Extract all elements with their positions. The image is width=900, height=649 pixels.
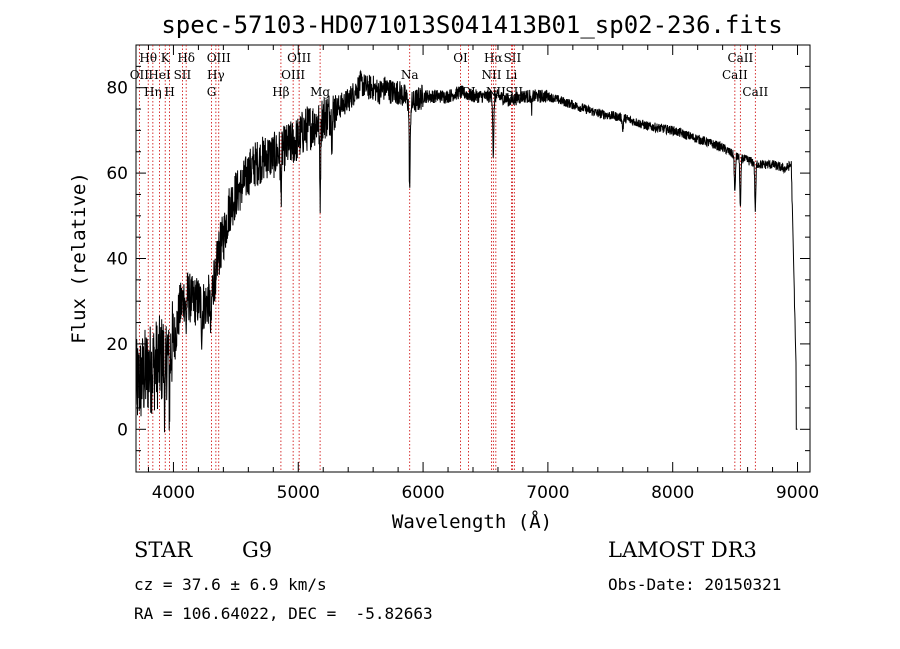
spectrum-series <box>135 69 798 433</box>
axes: 4000 5000 6000 7000 8000 9000 0 20 40 60 80 <box>106 44 819 503</box>
line-marker-label: SII <box>174 68 192 82</box>
y-tick-label: 0 <box>117 420 128 440</box>
survey-name: LAMOST DR3 <box>608 538 757 562</box>
object-class: STAR <box>134 538 193 562</box>
line-marker-label: HeI <box>148 68 171 82</box>
line-marker-label: OII <box>130 68 150 82</box>
line-marker-label: SII <box>504 51 522 65</box>
x-tick-label: 7000 <box>526 483 569 503</box>
line-marker-label: Hα <box>484 51 503 65</box>
redshift-velocity: cz = 37.6 ± 6.9 km/s <box>134 575 327 594</box>
line-marker-label: Hδ <box>177 51 195 65</box>
x-tick-label: 5000 <box>277 483 320 503</box>
line-marker-label: G <box>207 85 217 99</box>
line-marker-label: Mg <box>310 85 330 99</box>
line-marker-label: Hθ <box>139 51 157 65</box>
line-marker-label: OI <box>453 51 468 65</box>
line-marker-label: Hη <box>144 85 162 99</box>
plot-frame <box>135 44 811 473</box>
line-marker-label: Li <box>506 68 518 82</box>
y-tick-label: 20 <box>106 335 128 355</box>
line-marker-label: OIII <box>287 51 311 65</box>
chart-title: spec-57103-HD071013S041413B01_sp02-236.f… <box>161 11 782 39</box>
y-tick-label: 80 <box>106 79 128 99</box>
line-marker-label: CaII <box>722 68 748 82</box>
object-subclass: G9 <box>242 538 273 562</box>
line-marker-label: K <box>161 51 171 65</box>
spectrum-line <box>135 69 798 433</box>
line-marker-label: CaII <box>727 51 753 65</box>
line-marker-label: CaII <box>742 85 768 99</box>
y-tick-label: 40 <box>106 250 128 270</box>
x-tick-label: 4000 <box>152 483 195 503</box>
line-marker-label: Hβ <box>272 85 289 99</box>
x-tick-label: 9000 <box>776 483 819 503</box>
coordinates: RA = 106.64022, DEC = -5.82663 <box>134 604 433 623</box>
line-marker-label: Hγ <box>207 68 225 82</box>
y-axis-label: Flux (relative) <box>68 172 90 344</box>
line-marker-label: NII <box>481 68 501 82</box>
observation-date: Obs-Date: 20150321 <box>608 575 782 594</box>
x-tick-label: 6000 <box>401 483 444 503</box>
line-marker-label: OIII <box>207 51 231 65</box>
line-marker-label: Na <box>401 68 419 82</box>
line-marker-label: H <box>164 85 174 99</box>
x-axis-label: Wavelength (Å) <box>392 510 552 533</box>
x-tick-label: 8000 <box>651 483 694 503</box>
y-tick-label: 60 <box>106 164 128 184</box>
line-marker-label: OIII <box>281 68 305 82</box>
